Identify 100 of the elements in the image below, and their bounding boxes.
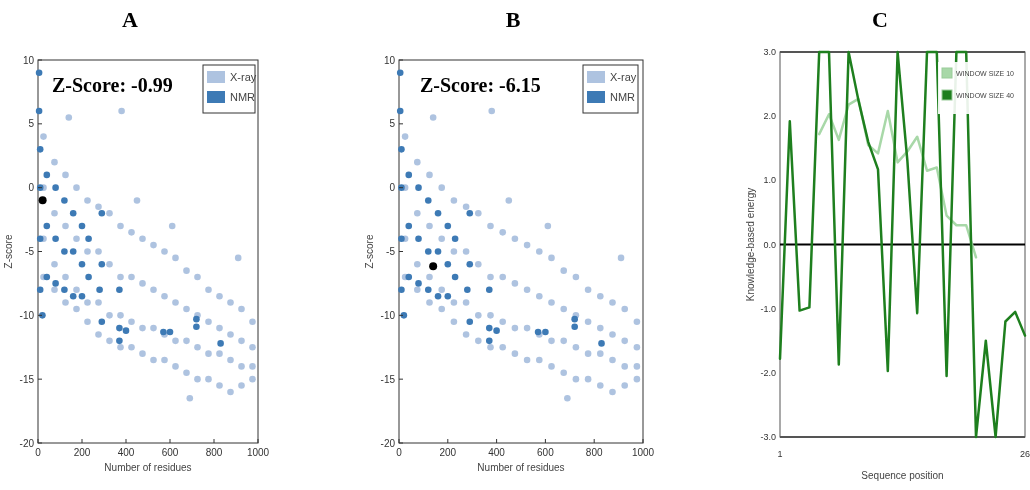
point	[35, 107, 43, 115]
point	[36, 146, 44, 153]
y-tick-label: -5	[386, 246, 396, 257]
point	[398, 286, 405, 294]
y-tick-label: -5	[25, 246, 35, 257]
x-tick-label: 800	[585, 447, 603, 458]
point	[444, 292, 452, 300]
x-tick-label: 800	[205, 447, 223, 458]
y-tick-label: 10	[22, 54, 35, 66]
y-tick-label: 5	[28, 118, 35, 130]
point	[193, 323, 200, 331]
x-axis-title: Number of residues	[104, 462, 192, 473]
legend-label: NMR	[610, 90, 636, 103]
point	[98, 260, 106, 268]
point	[444, 260, 452, 268]
point	[451, 273, 459, 281]
chart-title: C	[872, 7, 888, 32]
point	[434, 248, 442, 255]
point	[78, 260, 86, 268]
x-tick-label: 0	[35, 447, 42, 458]
point	[466, 260, 474, 268]
y-tick-label: 2.0	[763, 111, 776, 122]
y-tick-label: 1.0	[763, 175, 776, 186]
x-tick-label: 1000	[631, 447, 655, 458]
annotation: Z-Score: -0.99	[52, 74, 173, 96]
point	[85, 235, 92, 243]
point	[598, 340, 605, 347]
point	[396, 69, 404, 77]
point	[466, 318, 474, 326]
y-tick-label: 0	[28, 182, 35, 194]
point	[36, 235, 44, 243]
y-tick-label: 10	[383, 54, 396, 66]
point	[485, 337, 493, 345]
point	[43, 273, 51, 281]
y-tick-label: -10	[380, 309, 396, 321]
y-tick-label: 3.0	[763, 47, 776, 58]
point	[424, 248, 432, 255]
point	[61, 248, 68, 255]
point	[542, 328, 549, 336]
point	[116, 324, 123, 332]
x-tick-label: 600	[161, 447, 179, 458]
x-tick-label: 600	[537, 447, 555, 458]
legend-label: X-ray	[610, 70, 637, 83]
point	[405, 171, 413, 179]
chart-title: B	[505, 7, 521, 32]
point	[571, 315, 578, 323]
x-tick-label: 200	[439, 447, 457, 458]
point	[415, 235, 422, 243]
x-tick-label: 1	[777, 449, 783, 459]
point	[434, 209, 442, 217]
point	[69, 209, 77, 217]
x-tick-label: 400	[488, 447, 506, 458]
point	[52, 184, 59, 191]
point	[424, 286, 432, 294]
point	[78, 292, 86, 300]
point	[43, 171, 51, 179]
point	[405, 273, 413, 281]
point	[400, 312, 408, 319]
point	[444, 222, 452, 230]
point	[61, 197, 68, 204]
point	[98, 209, 106, 217]
point	[36, 286, 44, 294]
point	[424, 197, 432, 204]
x-tick-label: 0	[396, 447, 403, 458]
y-tick-label: -15	[380, 373, 396, 385]
chart-title: A	[122, 7, 139, 32]
point	[52, 235, 59, 243]
y-tick-label: -10	[19, 309, 35, 321]
x-tick-label: 200	[73, 447, 91, 458]
point	[415, 280, 422, 287]
legend-label: NMR	[230, 90, 256, 103]
point	[116, 286, 123, 294]
x-tick-label: 400	[117, 447, 135, 458]
point	[464, 286, 471, 294]
legend-label: X-ray	[230, 70, 257, 83]
point	[122, 327, 130, 334]
y-tick-label: 0	[389, 182, 396, 194]
point	[451, 235, 459, 243]
point	[429, 262, 438, 271]
y-axis-title: Knowledge-based energy	[745, 187, 756, 302]
y-tick-label: -3.0	[760, 432, 776, 443]
x-axis-title: Number of residues	[477, 462, 565, 473]
y-tick-label: -15	[19, 373, 35, 385]
point	[43, 222, 51, 230]
point	[415, 184, 422, 191]
point	[405, 222, 413, 230]
y-axis-title: Z-score	[364, 234, 375, 269]
point	[35, 69, 43, 77]
annotation: Z-Score: -6.15	[420, 74, 541, 96]
y-tick-label: 5	[389, 118, 396, 130]
point	[485, 324, 493, 332]
point	[52, 280, 59, 287]
y-tick-label: -20	[19, 437, 35, 449]
point	[217, 340, 224, 347]
point	[571, 323, 578, 331]
point	[78, 222, 86, 230]
x-axis-title: Sequence position	[861, 470, 944, 481]
point	[398, 146, 405, 153]
point	[398, 235, 405, 243]
y-tick-label: -1.0	[760, 303, 776, 314]
